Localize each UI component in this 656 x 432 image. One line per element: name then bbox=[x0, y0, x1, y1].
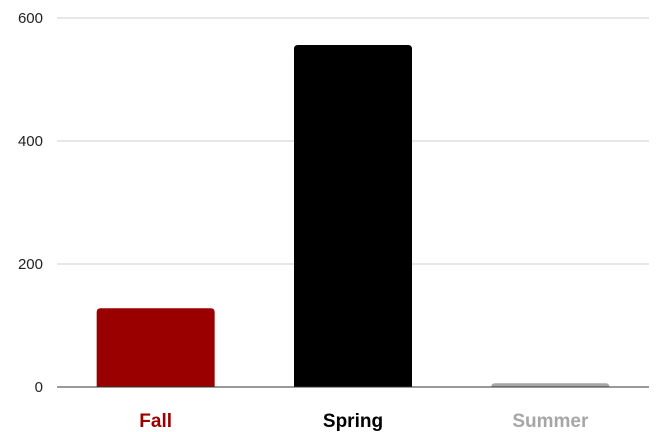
x-axis-labels: Fall Spring Summer bbox=[139, 411, 589, 432]
bar-spring bbox=[294, 45, 412, 388]
y-tick-label-200: 200 bbox=[18, 256, 43, 273]
x-tick-label-spring: Spring bbox=[323, 411, 383, 432]
bar-summer bbox=[491, 383, 610, 387]
y-tick-label-600: 600 bbox=[18, 10, 43, 27]
bar-fall bbox=[96, 308, 215, 387]
bars bbox=[96, 45, 610, 388]
x-tick-label-fall: Fall bbox=[139, 411, 172, 432]
y-tick-label-400: 400 bbox=[18, 133, 43, 150]
y-tick-label-0: 0 bbox=[35, 379, 43, 396]
y-axis-ticks: 0 200 400 600 bbox=[18, 10, 43, 396]
x-tick-label-summer: Summer bbox=[512, 411, 589, 432]
